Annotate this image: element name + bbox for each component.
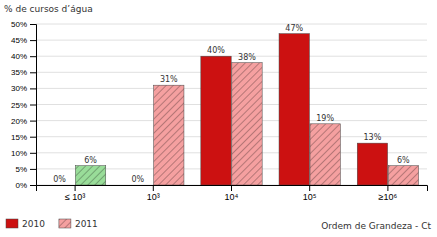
legend-swatch <box>59 219 71 228</box>
y-tick: 15% <box>11 133 36 142</box>
y-tick: 20% <box>11 117 36 126</box>
y-tick: 40% <box>11 52 36 61</box>
x-tick-mark <box>75 185 76 191</box>
bar <box>357 143 387 185</box>
legend-swatch <box>6 219 18 228</box>
data-label: 6% <box>397 156 410 165</box>
y-tick: 50% <box>11 20 36 29</box>
grid-line <box>36 56 427 57</box>
series-bars <box>75 63 418 185</box>
x-tick: ≤ 10³ <box>65 185 85 202</box>
y-tick-mark <box>30 121 36 122</box>
x-tick-label: 10⁴ <box>225 192 239 202</box>
grid-line <box>36 40 427 41</box>
y-axis-title: % de cursos d’água <box>4 4 93 14</box>
y-tick-label: 25% <box>11 101 27 110</box>
legend: 2010 2011 <box>6 219 98 229</box>
x-tick: 10⁴ <box>225 185 239 202</box>
y-tick-mark <box>30 169 36 170</box>
grid-line <box>36 72 427 73</box>
x-tick-label: 10³ <box>147 192 160 202</box>
y-tick-mark <box>30 40 36 41</box>
plot: 0% 5% 10% 15% 20% 25% 30% 35% 40% 45% 50% ≤ 10³ 10³ 1… <box>11 20 428 202</box>
grid-line <box>36 120 427 121</box>
bar <box>75 166 105 185</box>
x-tick-mark <box>153 185 154 191</box>
bar <box>388 166 418 185</box>
bars <box>75 34 418 185</box>
y-tick: 30% <box>11 84 36 93</box>
x-tick-mark <box>309 185 310 191</box>
y-tick-label: 35% <box>11 68 27 77</box>
data-label: 47% <box>285 24 303 33</box>
data-label: 13% <box>364 133 382 142</box>
bar <box>201 56 231 185</box>
bar <box>310 124 340 185</box>
y-axis: 0% 5% 10% 15% 20% 25% 30% 35% 40% 45% 50% <box>11 20 37 190</box>
y-tick: 25% <box>11 101 36 110</box>
grid-line <box>36 24 427 25</box>
y-tick-label: 50% <box>11 20 27 29</box>
grid <box>36 24 427 185</box>
x-tick-mark <box>231 185 232 191</box>
legend-label: 2011 <box>75 219 98 229</box>
y-tick-mark <box>30 56 36 57</box>
legend-label: 2010 <box>22 219 45 229</box>
x-tick-mark <box>387 185 388 191</box>
data-label: 19% <box>316 114 334 123</box>
data-label: 38% <box>238 53 256 62</box>
data-label: 31% <box>160 75 178 84</box>
chart: 0% 5% 10% 15% 20% 25% 30% 35% 40% 45% 50% ≤ 10³ 10³ 1… <box>0 0 437 237</box>
y-tick: 45% <box>11 36 36 45</box>
x-axis-line <box>37 186 428 192</box>
y-tick-mark <box>30 153 36 154</box>
bar <box>154 85 184 185</box>
data-label: 40% <box>207 46 225 55</box>
x-tick: 10⁵ <box>303 185 317 202</box>
y-tick-mark <box>30 24 36 25</box>
y-tick-label: 40% <box>11 52 27 61</box>
y-tick-mark <box>30 185 36 186</box>
data-label: 0% <box>131 175 144 184</box>
y-tick-label: 0% <box>15 181 27 190</box>
y-tick: 5% <box>15 165 36 174</box>
x-tick-label: ≤ 10³ <box>65 192 85 202</box>
legend-item: 2011 <box>59 219 98 229</box>
y-tick: 10% <box>11 149 36 158</box>
bar <box>279 34 309 185</box>
grid-line <box>36 104 427 105</box>
data-labels: 0% 0% 40% 47% 13% 6% 31% 38% 19% 6% <box>53 24 410 184</box>
y-tick-mark <box>30 72 36 73</box>
bar <box>123 185 153 186</box>
y-axis-line <box>30 25 37 186</box>
y-tick-label: 5% <box>15 165 27 174</box>
legend-item: 2010 <box>6 219 45 229</box>
bar <box>232 63 262 185</box>
x-axis-title: Ordem de Grandeza - Ct <box>321 221 431 231</box>
y-tick-label: 10% <box>11 149 27 158</box>
data-label: 0% <box>53 175 66 184</box>
y-tick: 0% <box>15 181 36 190</box>
x-tick: 10³ <box>147 185 160 202</box>
data-label: 6% <box>84 156 97 165</box>
y-tick-label: 45% <box>11 36 27 45</box>
y-tick-mark <box>30 105 36 106</box>
bar <box>44 185 74 186</box>
x-tick-label: ≥10⁶ <box>379 192 398 202</box>
y-tick: 35% <box>11 68 36 77</box>
y-tick-mark <box>30 88 36 89</box>
y-tick-label: 20% <box>11 117 27 126</box>
y-tick-label: 15% <box>11 133 27 142</box>
y-tick-label: 30% <box>11 84 27 93</box>
x-tick: ≥10⁶ <box>379 185 398 202</box>
y-tick-mark <box>30 137 36 138</box>
x-axis: ≤ 10³ 10³ 10⁴ 10⁵ ≥10⁶ <box>37 185 428 202</box>
grid-line <box>36 88 427 89</box>
x-tick-label: 10⁵ <box>303 192 317 202</box>
series-bars <box>201 34 388 185</box>
